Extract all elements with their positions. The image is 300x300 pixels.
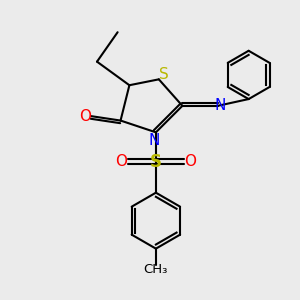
Text: O: O: [184, 154, 196, 169]
Text: N: N: [149, 133, 160, 148]
Text: N: N: [214, 98, 226, 113]
Text: S: S: [159, 67, 169, 82]
Text: O: O: [116, 154, 128, 169]
Text: CH₃: CH₃: [144, 263, 168, 276]
Text: O: O: [79, 109, 91, 124]
Text: S: S: [150, 153, 162, 171]
